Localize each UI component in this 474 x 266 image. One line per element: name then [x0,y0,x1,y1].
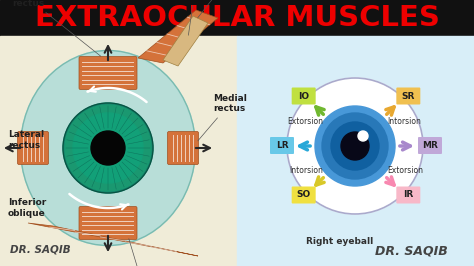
Text: Extorsion: Extorsion [287,117,323,126]
Text: EXTRAOCULAR MUSCLES: EXTRAOCULAR MUSCLES [35,4,439,32]
FancyBboxPatch shape [396,88,420,105]
Polygon shape [163,16,208,66]
Text: Superior
oblique: Superior oblique [173,0,217,35]
Circle shape [331,122,379,170]
FancyBboxPatch shape [292,88,316,105]
FancyBboxPatch shape [418,137,442,154]
Circle shape [341,132,369,160]
Ellipse shape [20,51,195,246]
Circle shape [73,113,143,183]
Text: Extorsion: Extorsion [387,166,423,174]
Text: Inferior
rectus: Inferior rectus [129,239,167,266]
Text: DR. SAQIB: DR. SAQIB [375,244,448,257]
Circle shape [91,131,125,165]
Circle shape [315,106,395,186]
Polygon shape [138,10,218,63]
Text: Intorsion: Intorsion [387,117,421,126]
Text: Right eyeball: Right eyeball [306,237,374,246]
Text: Intorsion: Intorsion [289,166,323,174]
Text: Superior
rectus: Superior rectus [6,0,101,56]
FancyBboxPatch shape [18,131,48,164]
Text: Medial
rectus: Medial rectus [198,94,247,141]
Text: SR: SR [401,92,415,101]
Bar [237,36,474,266]
Circle shape [63,103,153,193]
Text: IR: IR [403,190,413,200]
Text: MR: MR [422,141,438,150]
FancyBboxPatch shape [396,186,420,203]
Text: Trochlea: Trochlea [198,0,246,18]
Text: IO: IO [298,92,309,101]
Circle shape [322,113,388,179]
Circle shape [287,78,423,214]
Text: LR: LR [276,141,288,150]
FancyBboxPatch shape [270,137,294,154]
Text: DR. SAQIB: DR. SAQIB [10,244,71,254]
FancyBboxPatch shape [79,206,137,239]
Circle shape [65,105,151,191]
Text: SO: SO [297,190,311,200]
Text: Inferior
oblique: Inferior oblique [8,198,46,218]
FancyBboxPatch shape [167,131,199,164]
Bar [0,0,474,36]
FancyBboxPatch shape [79,56,137,89]
Circle shape [358,131,368,141]
Bar [0,36,237,266]
Text: Lateral
rectus: Lateral rectus [8,130,44,150]
Polygon shape [28,223,198,256]
FancyBboxPatch shape [292,186,316,203]
